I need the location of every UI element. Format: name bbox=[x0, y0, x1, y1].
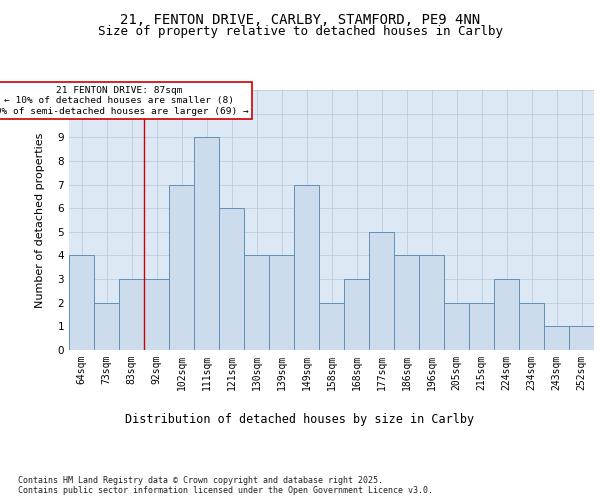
Bar bbox=[244, 256, 269, 350]
Bar bbox=[194, 138, 219, 350]
Text: 21 FENTON DRIVE: 87sqm
← 10% of detached houses are smaller (8)
90% of semi-deta: 21 FENTON DRIVE: 87sqm ← 10% of detached… bbox=[0, 86, 248, 116]
Bar bbox=[319, 302, 344, 350]
Bar bbox=[569, 326, 594, 350]
Bar bbox=[519, 302, 544, 350]
Bar bbox=[294, 184, 319, 350]
Bar bbox=[494, 279, 519, 350]
Bar bbox=[144, 279, 169, 350]
Bar bbox=[394, 256, 419, 350]
Text: Size of property relative to detached houses in Carlby: Size of property relative to detached ho… bbox=[97, 25, 503, 38]
Bar bbox=[369, 232, 394, 350]
Bar bbox=[94, 302, 119, 350]
Bar bbox=[544, 326, 569, 350]
Bar bbox=[219, 208, 244, 350]
Bar bbox=[469, 302, 494, 350]
Y-axis label: Number of detached properties: Number of detached properties bbox=[35, 132, 46, 308]
Text: 21, FENTON DRIVE, CARLBY, STAMFORD, PE9 4NN: 21, FENTON DRIVE, CARLBY, STAMFORD, PE9 … bbox=[120, 12, 480, 26]
Bar bbox=[69, 256, 94, 350]
Bar bbox=[269, 256, 294, 350]
Bar bbox=[169, 184, 194, 350]
Bar bbox=[444, 302, 469, 350]
Text: Contains HM Land Registry data © Crown copyright and database right 2025.
Contai: Contains HM Land Registry data © Crown c… bbox=[18, 476, 433, 495]
Bar bbox=[119, 279, 144, 350]
Text: Distribution of detached houses by size in Carlby: Distribution of detached houses by size … bbox=[125, 412, 475, 426]
Bar bbox=[344, 279, 369, 350]
Bar bbox=[419, 256, 444, 350]
